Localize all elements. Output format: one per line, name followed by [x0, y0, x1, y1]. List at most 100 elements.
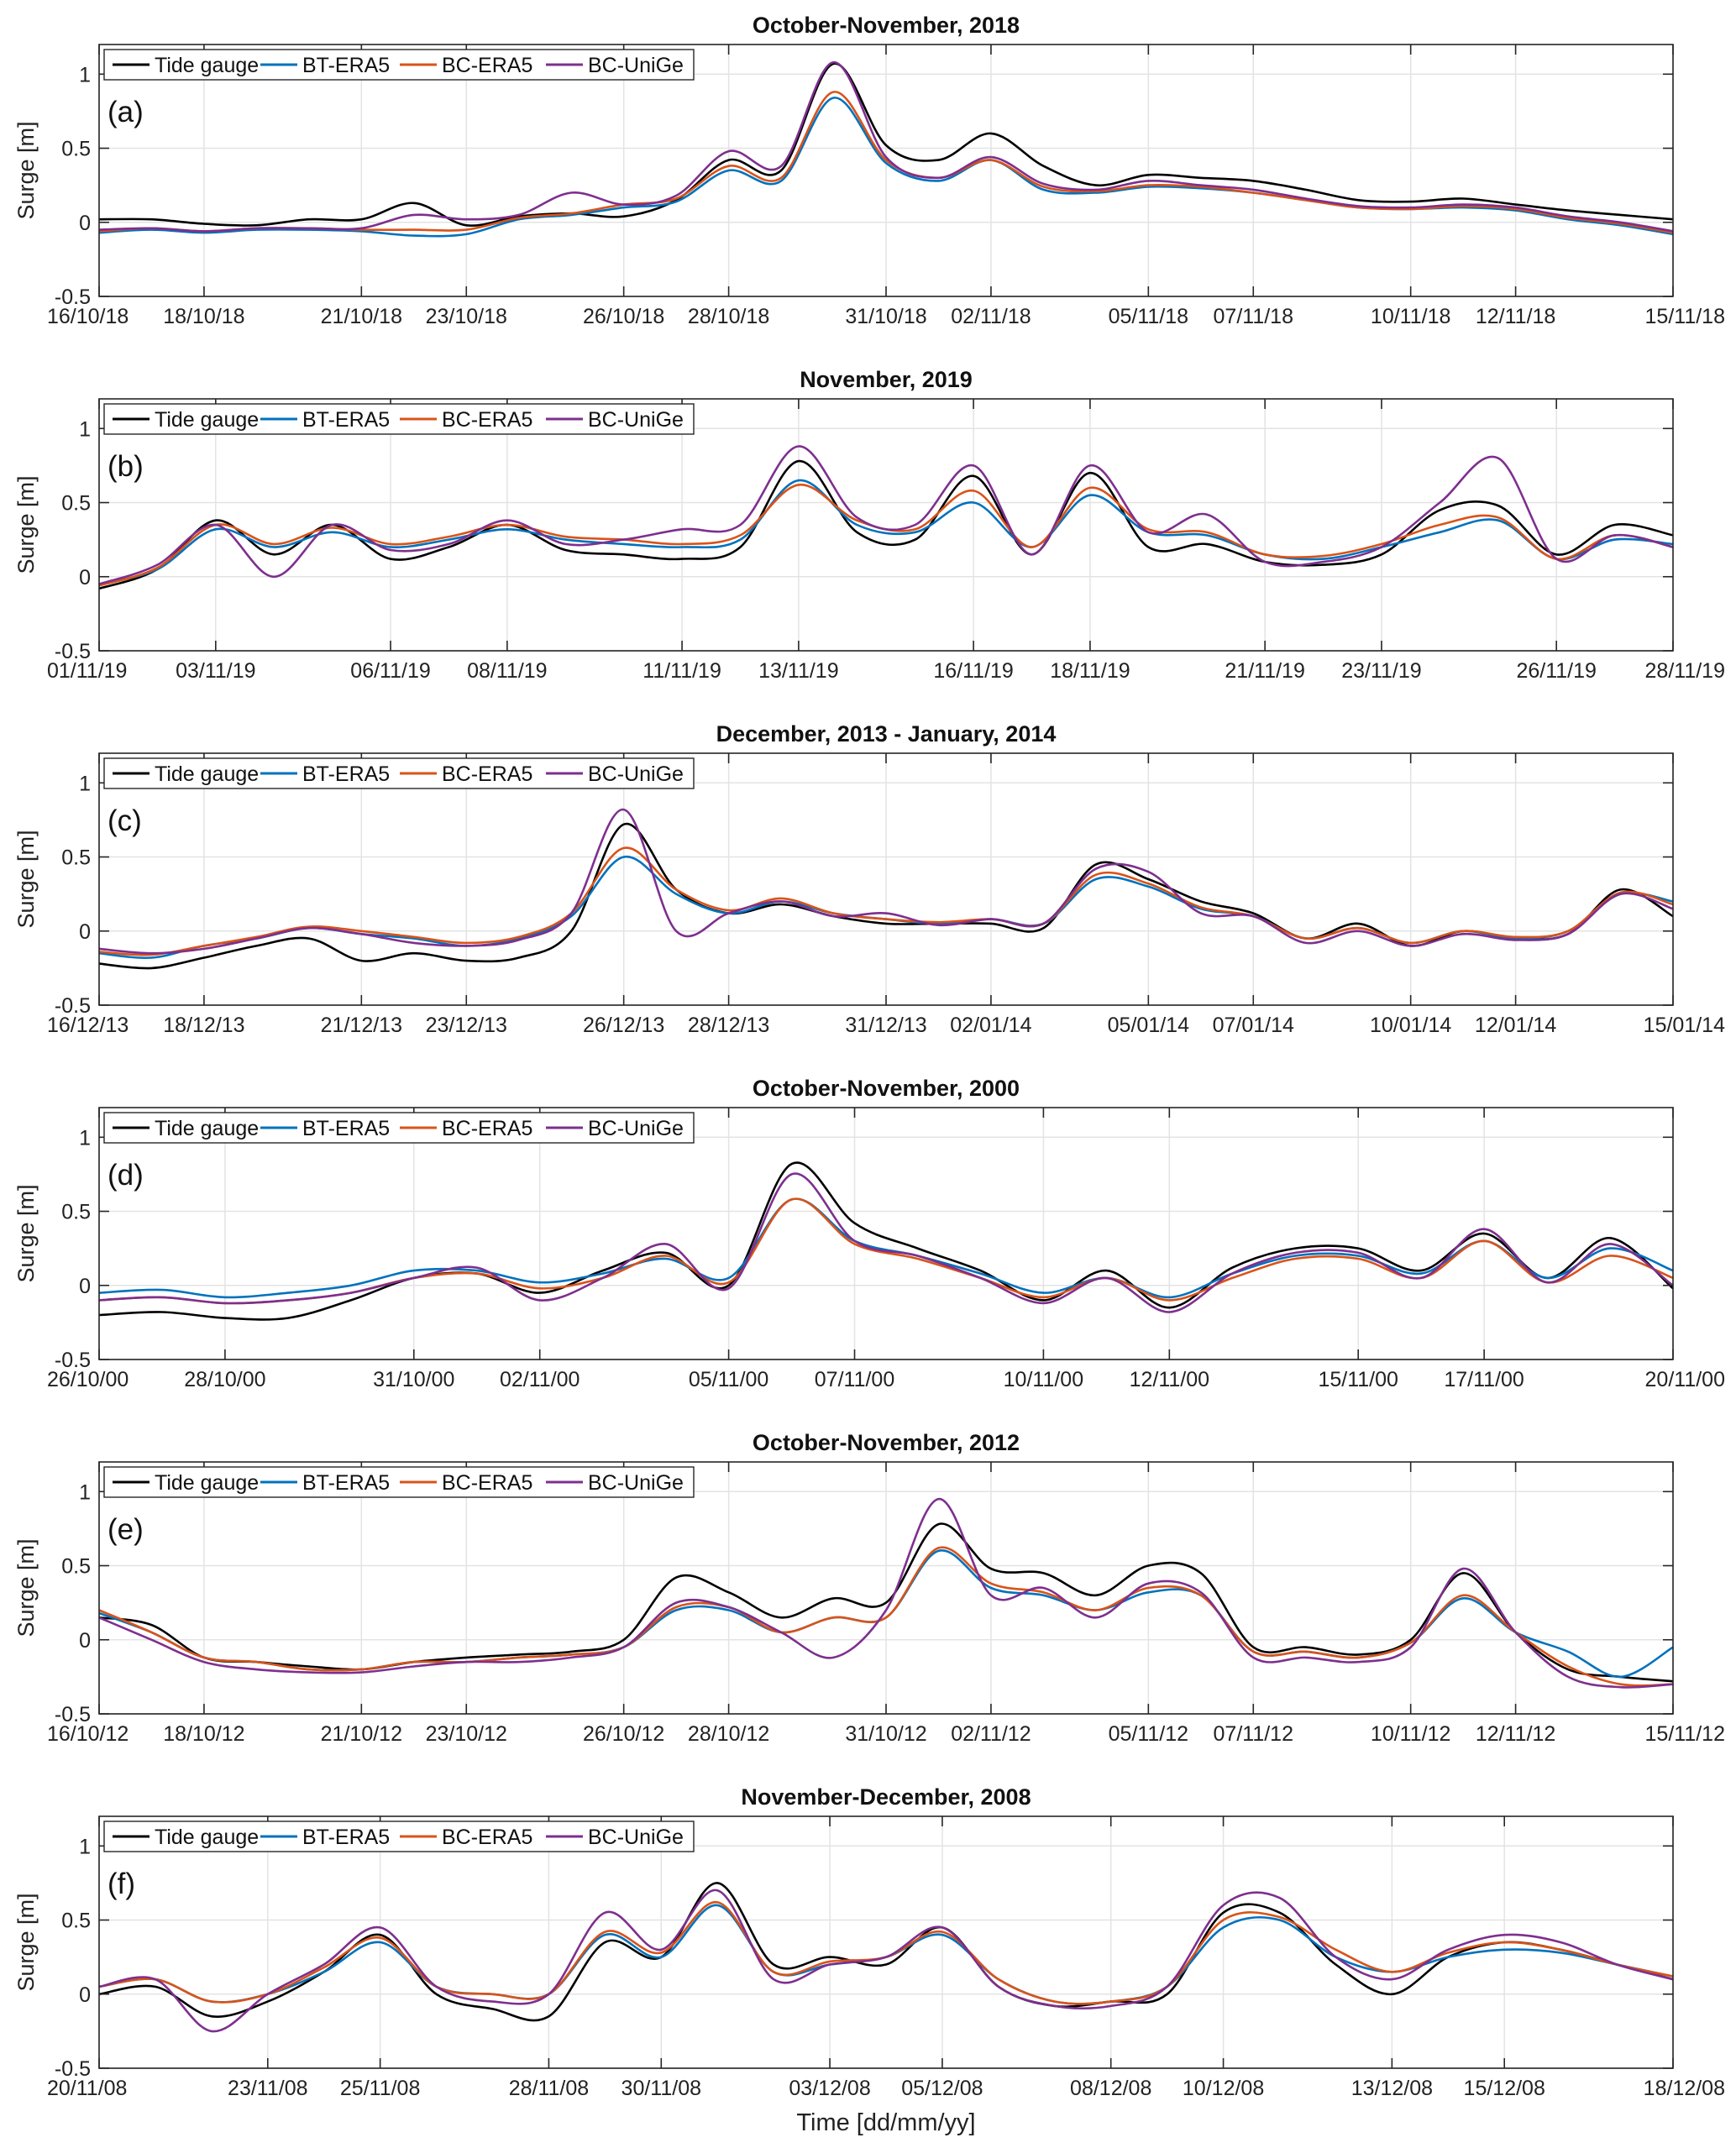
x-tick-label: 11/11/19: [642, 659, 721, 683]
legend-label: BC-ERA5: [442, 1117, 532, 1140]
x-tick-label: 23/12/13: [426, 1014, 507, 1037]
x-tick-label: 07/11/12: [1214, 1722, 1293, 1746]
x-tick-label: 21/11/19: [1225, 659, 1304, 683]
y-axis-label: Surge [m]: [13, 121, 39, 219]
x-tick-label: 05/11/00: [689, 1368, 768, 1391]
y-tick-label: -0.5: [55, 1349, 91, 1372]
x-tick-label: 08/12/08: [1070, 2077, 1151, 2100]
y-tick-label: 1: [79, 63, 91, 86]
x-tick-label: 23/11/08: [228, 2077, 307, 2100]
x-tick-label: 15/11/00: [1318, 1368, 1398, 1391]
series-line-tide-gauge: [98, 1161, 1674, 1321]
y-tick-label: 0.5: [61, 1910, 91, 1933]
x-tick-label: 31/10/12: [845, 1722, 926, 1746]
x-tick-label: 28/11/19: [1645, 659, 1725, 683]
legend-box: [103, 1466, 695, 1498]
axes-box: [98, 1107, 1674, 1360]
legend-box: [103, 403, 695, 435]
x-tick-label: 03/11/19: [176, 659, 255, 683]
x-tick-label: 28/12/13: [688, 1014, 769, 1037]
series-line-bc-unige: [98, 60, 1674, 233]
x-tick-label: 07/11/18: [1214, 305, 1293, 328]
x-tick-label: 16/10/12: [47, 1722, 128, 1746]
x-tick-label: 05/12/08: [901, 2077, 983, 2100]
x-tick-label: 15/11/18: [1645, 305, 1725, 328]
y-tick-label: -0.5: [55, 994, 91, 1018]
panel-letter: (b): [108, 450, 144, 483]
y-tick-label: 0: [79, 212, 91, 235]
x-tick-label: 01/11/19: [47, 659, 127, 683]
x-tick-label: 28/10/00: [184, 1368, 265, 1391]
series-line-bt-era5: [98, 479, 1674, 585]
x-tick-label: 20/11/00: [1645, 1368, 1725, 1391]
y-tick-label: 1: [79, 417, 91, 441]
legend-label: BC-ERA5: [442, 1471, 532, 1495]
panel-6: -0.5 0 0.5 1 20/11/08 23/11/08 25/11/08 28/11/0…: [13, 1784, 1725, 2136]
x-tick-label: 03/12/08: [789, 2077, 870, 2100]
x-tick-label: 08/11/19: [467, 659, 547, 683]
y-tick-label: 1: [79, 1480, 91, 1504]
x-tick-label: 02/11/18: [951, 305, 1031, 328]
series-line-bc-era5: [98, 1901, 1674, 2005]
y-axis-label: Surge [m]: [13, 830, 39, 928]
legend-label: Tide gauge: [155, 54, 259, 77]
legend-label: BC-UniGe: [588, 762, 684, 786]
x-tick-label: 23/11/19: [1341, 659, 1421, 683]
x-tick-label: 20/11/08: [47, 2077, 127, 2100]
y-tick-label: 0.5: [61, 492, 91, 516]
y-axis-label: Surge [m]: [13, 1184, 39, 1282]
legend-label: BT-ERA5: [302, 762, 390, 786]
x-tick-label: 31/12/13: [845, 1014, 926, 1037]
panel-title: December, 2013 - January, 2014: [716, 721, 1057, 747]
x-tick-label: 06/11/19: [350, 659, 430, 683]
x-tick-label: 30/11/08: [621, 2077, 701, 2100]
legend-label: BT-ERA5: [302, 1826, 390, 1849]
x-tick-label: 02/11/00: [500, 1368, 580, 1391]
x-tick-label: 15/12/08: [1464, 2077, 1545, 2100]
y-tick-label: 0.5: [61, 1555, 91, 1579]
series-line-bc-era5: [98, 484, 1674, 587]
x-tick-label: 10/11/00: [1004, 1368, 1083, 1391]
series-line-bc-unige: [98, 1889, 1674, 2033]
y-tick-label: 0: [79, 1629, 91, 1653]
x-tick-label: 16/11/19: [933, 659, 1013, 683]
panel-letter: (f): [108, 1868, 135, 1900]
legend-label: BC-ERA5: [442, 408, 532, 432]
legend-label: Tide gauge: [155, 408, 259, 432]
panel-title: November-December, 2008: [741, 1784, 1031, 1810]
y-tick-label: 0: [79, 1275, 91, 1298]
x-tick-label: 15/01/14: [1644, 1014, 1725, 1037]
x-tick-label: 26/11/19: [1516, 659, 1596, 683]
y-axis-label: Surge [m]: [13, 475, 39, 574]
x-tick-label: 26/10/18: [583, 305, 664, 328]
y-axis-label: Surge [m]: [13, 1893, 39, 1991]
panel-3: -0.5 0 0.5 1 16/12/13 18/12/13 21/12/13 23/12/1…: [13, 721, 1725, 1037]
x-tick-label: 12/11/00: [1130, 1368, 1209, 1391]
x-tick-label: 26/10/12: [583, 1722, 664, 1746]
panel-title: November, 2019: [800, 367, 973, 392]
x-tick-label: 31/10/00: [373, 1368, 454, 1391]
legend: Tide gauge BT-ERA5 BC-ERA5 BC-UniGe: [103, 1466, 695, 1498]
legend-label: BC-ERA5: [442, 1826, 532, 1849]
x-tick-label: 13/12/08: [1351, 2077, 1433, 2100]
legend-label: Tide gauge: [155, 762, 259, 786]
series-line-bc-unige: [98, 1497, 1674, 1689]
legend-box: [103, 1112, 695, 1144]
panel-letter: (d): [108, 1159, 144, 1192]
legend-label: BT-ERA5: [302, 408, 390, 432]
y-tick-label: 0.5: [61, 1201, 91, 1224]
x-tick-label: 31/10/18: [845, 305, 926, 328]
y-tick-label: 0.5: [61, 846, 91, 870]
legend-label: Tide gauge: [155, 1826, 259, 1849]
series-line-bc-unige: [98, 1172, 1674, 1313]
panel-letter: (e): [108, 1513, 144, 1546]
legend-label: BC-UniGe: [588, 408, 684, 432]
x-tick-label: 21/10/12: [321, 1722, 402, 1746]
panel-1: -0.5 0 0.5 1 16/10/18 18/10/18 21/10/18 23/10/1…: [13, 13, 1725, 328]
y-tick-label: 0.5: [61, 138, 91, 161]
y-tick-label: -0.5: [55, 2057, 91, 2081]
series-line-bc-era5: [98, 1546, 1674, 1687]
y-tick-label: 0: [79, 566, 91, 589]
x-tick-label: 28/10/12: [688, 1722, 769, 1746]
